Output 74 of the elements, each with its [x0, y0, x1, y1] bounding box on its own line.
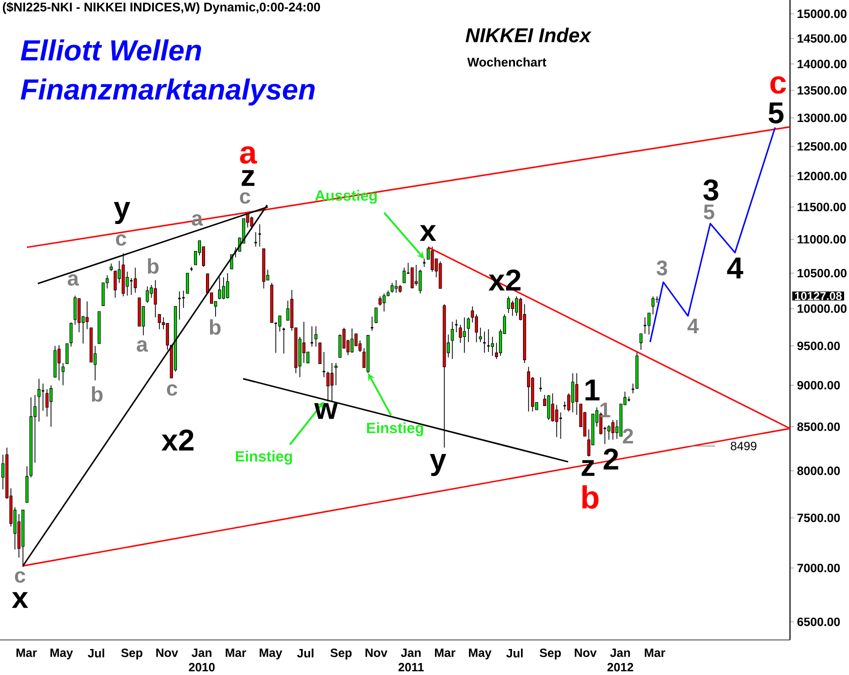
- annotation: b: [148, 258, 159, 274]
- y-tick-label: 8500.00: [797, 422, 840, 432]
- y-tick-label: 11500.00: [798, 202, 846, 212]
- annotation: 3: [703, 179, 718, 201]
- y-tick-label: 14000.00: [798, 60, 846, 68]
- annotation: Elliott Wellen: [20, 39, 202, 61]
- annotation: x2: [162, 430, 194, 450]
- annotation: ($NI225-NKI - NIKKEI INDICES,W) Dynamic,0:00-24:00: [2, 2, 320, 14]
- annotation: y: [430, 454, 446, 476]
- annotation: b: [210, 319, 221, 335]
- annotation: 5: [768, 102, 784, 124]
- annotation: z: [242, 170, 254, 186]
- annotation: 5: [704, 204, 714, 220]
- annotation: x: [12, 592, 28, 608]
- y-tick-label: 12500.00: [798, 142, 846, 151]
- annotation: c: [770, 76, 786, 94]
- annotation: 4: [687, 318, 699, 334]
- y-tick-label: 10000.00: [798, 304, 846, 313]
- annotation: x2: [488, 270, 520, 290]
- y-tick-label: 12000.00: [798, 172, 846, 180]
- annotation: y: [114, 202, 130, 224]
- annotation: b: [92, 386, 103, 402]
- annotation: c: [166, 384, 178, 396]
- text: 10127.08: [795, 292, 842, 300]
- annotation: x: [420, 225, 436, 241]
- x-tick-label: Mar: [435, 648, 456, 658]
- x-tick-label: May: [50, 648, 73, 660]
- annotation: c: [116, 234, 126, 246]
- x-tick-label: Sep: [540, 648, 561, 660]
- y-tick-label: 9500.00: [797, 342, 840, 350]
- x-tick-label: Nov: [366, 648, 388, 658]
- text: Wochenchart: [467, 57, 546, 67]
- annotation: Finanzmarktanalysen: [20, 78, 315, 106]
- x-tick-label: Sep: [330, 648, 352, 660]
- annotation: 3: [656, 260, 668, 276]
- annotation: b: [582, 485, 598, 509]
- x-tick-label: Jan 2012: [607, 648, 634, 672]
- y-tick-label: 11000.00: [798, 235, 846, 244]
- y-tick-label: 15000.00: [798, 10, 846, 18]
- x-tick-label: Jan 2010: [188, 648, 215, 672]
- annotation: c: [240, 192, 250, 204]
- x-tick-label: May: [468, 648, 492, 660]
- annotation: 8499: [730, 442, 756, 450]
- x-tick-label: Nov: [574, 648, 597, 658]
- annotation: c: [14, 571, 26, 583]
- y-tick-label: 13500.00: [798, 86, 846, 95]
- y-tick-label: 9000.00: [797, 380, 840, 390]
- y-tick-label: 7000.00: [797, 564, 840, 572]
- annotation: 4: [727, 258, 744, 278]
- x-tick-label: Mar: [16, 648, 37, 658]
- x-tick-label: Jul: [297, 648, 314, 658]
- y-tick-label: 10500.00: [798, 268, 846, 278]
- annotation: Einstieg: [236, 450, 292, 465]
- y-tick-label: 7500.00: [797, 514, 840, 522]
- annotation: 2: [622, 428, 634, 444]
- x-tick-label: Jan 2011: [398, 648, 424, 672]
- x-tick-label: Mar: [644, 648, 666, 658]
- x-tick-label: Sep: [121, 648, 142, 660]
- x-tick-label: Nov: [156, 648, 178, 658]
- annotation: a: [68, 274, 79, 286]
- annotation: a: [136, 340, 148, 352]
- y-tick-label: 14500.00: [798, 34, 846, 43]
- annotation: a: [240, 146, 258, 164]
- text: NIKKEI Index: [466, 28, 592, 42]
- x-tick-label: May: [260, 648, 282, 660]
- annotation: Einstieg: [367, 422, 424, 436]
- y-tick-label: 6500.00: [797, 618, 840, 626]
- x-tick-label: Jul: [88, 648, 104, 658]
- annotation: 1: [600, 402, 610, 418]
- y-tick-label: 13000.00: [798, 114, 846, 122]
- annotation: 1: [586, 380, 600, 400]
- y-tick-label: 8000.00: [797, 466, 840, 476]
- x-tick-label: Mar: [226, 648, 246, 658]
- x-tick-label: Jul: [506, 648, 523, 658]
